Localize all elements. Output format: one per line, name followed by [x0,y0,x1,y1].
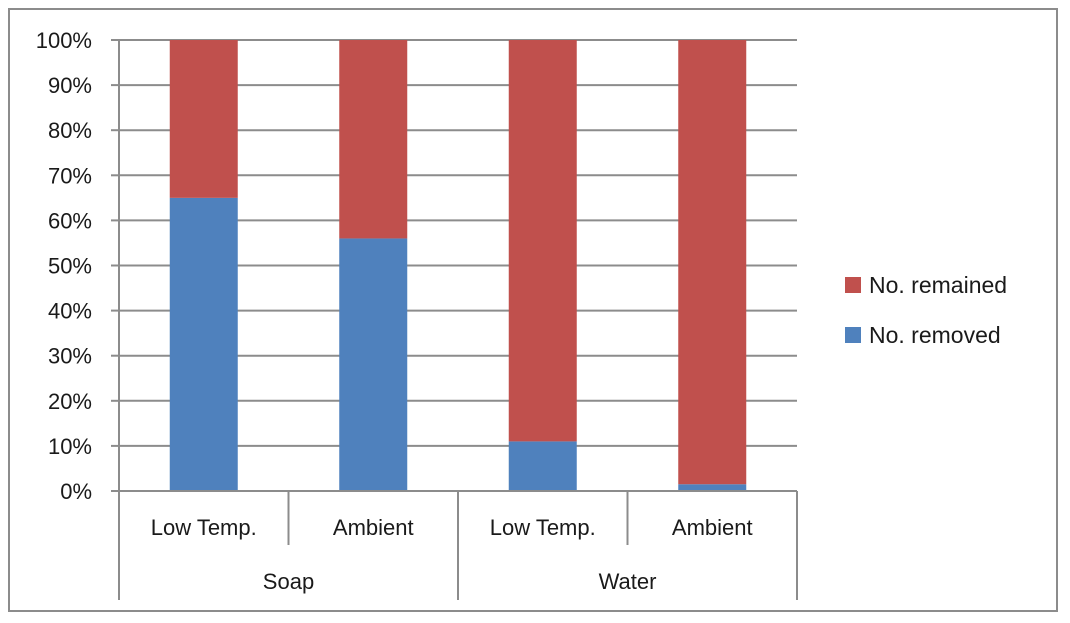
y-tick-label: 90% [48,73,92,98]
bar-remained [169,40,238,198]
x-category-labels: Low Temp. Ambient Low Temp. Ambient Soap Wate… [151,515,753,594]
x-group-label: Water [599,569,657,594]
bars [169,40,747,491]
x-category-label: Low Temp. [490,515,596,540]
legend-label: No. remained [869,272,1007,298]
y-tick-labels: 0% 10% 20% 30% 40% 50% 60% 70% 80% 90% 100% [36,28,92,504]
x-category-label: Ambient [672,515,753,540]
axes [111,39,798,600]
x-group-label: Soap [263,569,314,594]
legend-swatch [845,327,861,343]
x-category-label: Ambient [333,515,414,540]
legend-label: No. removed [869,322,1001,348]
y-tick-label: 0% [60,479,92,504]
y-tick-label: 70% [48,163,92,188]
y-tick-label: 80% [48,118,92,143]
legend: No. remained No. removed [845,272,1007,348]
bar-removed [169,197,238,491]
y-tick-label: 50% [48,254,92,279]
y-tick-label: 20% [48,389,92,414]
bar-removed [508,441,577,491]
y-tick-label: 60% [48,208,92,233]
x-category-label: Low Temp. [151,515,257,540]
y-tick-label: 40% [48,299,92,324]
bar-remained [508,40,577,442]
bar-removed [339,238,408,491]
bar-remained [678,40,747,485]
legend-swatch [845,277,861,293]
bar-removed [678,484,747,491]
bar-remained [339,40,408,239]
y-tick-label: 100% [36,28,92,53]
y-tick-label: 10% [48,434,92,459]
y-tick-label: 30% [48,344,92,369]
